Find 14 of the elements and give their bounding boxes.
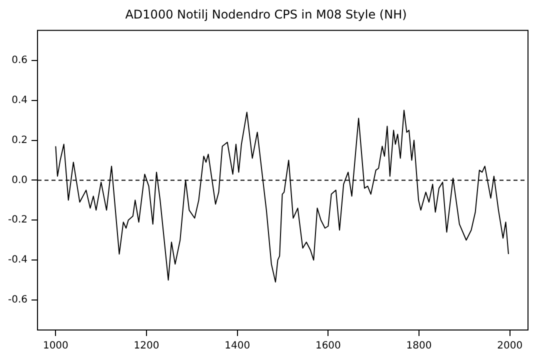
y-tick-label: 0.6 (12, 54, 28, 66)
y-tick-label: 0.0 (12, 174, 28, 186)
y-tick-label: 0.4 (12, 94, 28, 106)
y-tick-label: 0.2 (12, 134, 28, 146)
y-tick-label: -0.6 (8, 294, 28, 306)
x-tick-label: 1000 (42, 340, 68, 352)
x-tick-label: 1600 (315, 340, 341, 352)
x-tick-label: 1400 (224, 340, 250, 352)
y-tick-label: -0.4 (8, 254, 28, 266)
x-tick-label: 1800 (406, 340, 432, 352)
x-tick-label: 1200 (134, 340, 160, 352)
y-tick-label: -0.2 (8, 214, 28, 226)
chart-title: AD1000 Notilj Nodendro CPS in M08 Style (NH) (125, 7, 407, 22)
x-tick-label: 2000 (497, 340, 523, 352)
